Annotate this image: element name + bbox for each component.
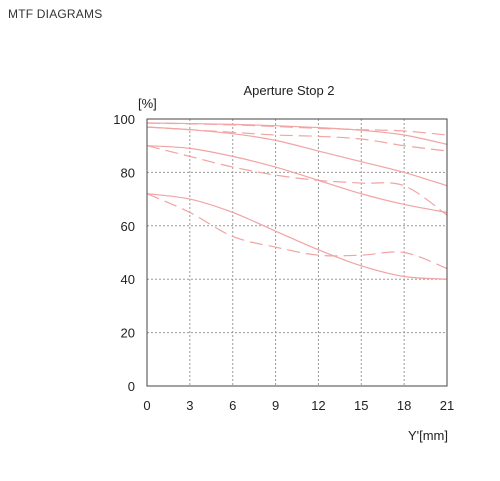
y-axis-label: [%] (138, 96, 157, 111)
y-tick-label: 20 (121, 326, 135, 341)
series-group (146, 122, 448, 280)
mtf-curve-dashed-8 (146, 193, 448, 270)
x-axis-label: Y'[mm] (408, 428, 448, 443)
mtf-curve-solid-5 (146, 145, 448, 214)
x-tick-label: 6 (229, 398, 236, 413)
tick-labels: 0 3 6 9 12 15 18 21 0 20 40 60 80 100 (113, 112, 454, 413)
chart-title: Aperture Stop 2 (243, 83, 334, 98)
plot-frame (146, 118, 448, 387)
x-tick-label: 0 (143, 398, 150, 413)
page-heading: MTF DIAGRAMS (8, 7, 103, 21)
y-tick-label: 40 (121, 272, 135, 287)
x-tick-label: 12 (311, 398, 325, 413)
x-tick-label: 15 (354, 398, 368, 413)
x-tick-label: 21 (440, 398, 454, 413)
x-tick-label: 3 (186, 398, 193, 413)
y-tick-label: 0 (128, 379, 135, 394)
mtf-curve-dashed-6 (146, 145, 448, 216)
y-tick-label: 60 (121, 219, 135, 234)
x-tick-label: 18 (397, 398, 411, 413)
mtf-curve-solid-7 (146, 193, 448, 280)
y-tick-label: 80 (121, 165, 135, 180)
x-tick-label: 9 (272, 398, 279, 413)
mtf-curve-dashed-4 (146, 126, 448, 152)
mtf-curve-dashed-2 (146, 122, 448, 136)
mtf-curve-solid-1 (146, 122, 448, 145)
y-tick-label: 100 (113, 112, 135, 127)
